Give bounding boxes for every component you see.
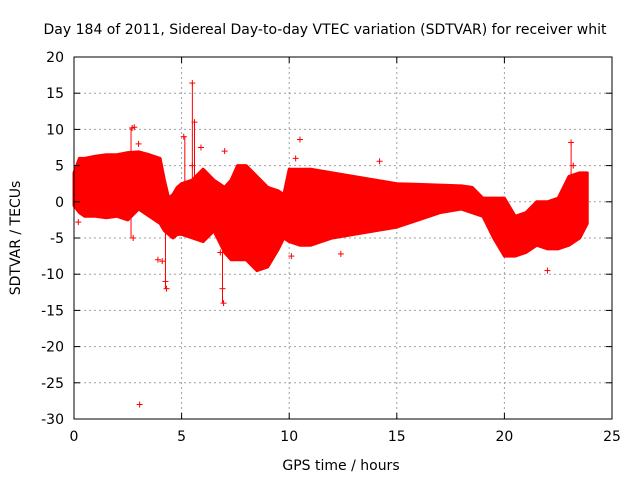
- data-point: [189, 162, 196, 169]
- data-point: [189, 80, 196, 87]
- y-tick-label: -10: [41, 267, 64, 283]
- data-point: [75, 219, 82, 226]
- data-point: [163, 285, 170, 292]
- data-point: [288, 253, 295, 260]
- data-point: [135, 140, 142, 147]
- data-point: [131, 124, 138, 131]
- y-tick-label: -25: [41, 376, 64, 392]
- y-tick-label: -5: [50, 231, 64, 247]
- x-tick-label: 25: [603, 429, 621, 445]
- chart-title: Day 184 of 2011, Sidereal Day-to-day VTE…: [44, 22, 607, 38]
- x-tick-label: 15: [388, 429, 406, 445]
- data-point: [197, 144, 204, 151]
- data-point: [217, 249, 224, 256]
- x-tick-label: 10: [280, 429, 298, 445]
- data-band: [72, 150, 589, 273]
- data-point: [221, 148, 228, 155]
- data-point: [136, 401, 143, 408]
- x-axis-label: GPS time / hours: [282, 458, 399, 474]
- data-point: [130, 235, 137, 241]
- data-point: [296, 136, 303, 143]
- x-tick-label: 0: [70, 429, 79, 445]
- data-point: [544, 267, 551, 274]
- data-point: [162, 278, 169, 285]
- data-point: [180, 133, 187, 140]
- data-point: [292, 155, 299, 162]
- axes: 0 5 10 15 20 25 -30 -25 -20 -15 -10 -5 0 5 10 15 20: [41, 50, 621, 445]
- y-axis-label: SDTVAR / TECUs: [8, 181, 24, 296]
- data-point: [191, 119, 198, 126]
- data-layer: [72, 80, 589, 408]
- data-point: [376, 158, 383, 165]
- y-tick-label: 20: [46, 50, 64, 66]
- data-point: [220, 300, 227, 307]
- data-point: [570, 162, 577, 169]
- data-point: [219, 285, 226, 292]
- x-tick-label: 20: [495, 429, 513, 445]
- y-tick-label: 5: [55, 159, 64, 175]
- x-tick-label: 5: [177, 429, 186, 445]
- data-point: [337, 250, 344, 257]
- data-point: [568, 139, 575, 146]
- y-tick-label: 0: [55, 195, 64, 211]
- y-tick-label: -20: [41, 340, 64, 356]
- y-tick-label: -30: [41, 412, 64, 428]
- y-tick-label: 15: [46, 86, 64, 102]
- y-tick-label: 10: [46, 122, 64, 138]
- data-point: [159, 258, 166, 265]
- y-tick-label: -15: [41, 303, 64, 319]
- data-point: [154, 256, 161, 263]
